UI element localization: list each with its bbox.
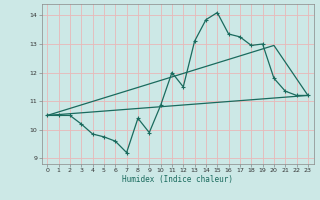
X-axis label: Humidex (Indice chaleur): Humidex (Indice chaleur)	[122, 175, 233, 184]
